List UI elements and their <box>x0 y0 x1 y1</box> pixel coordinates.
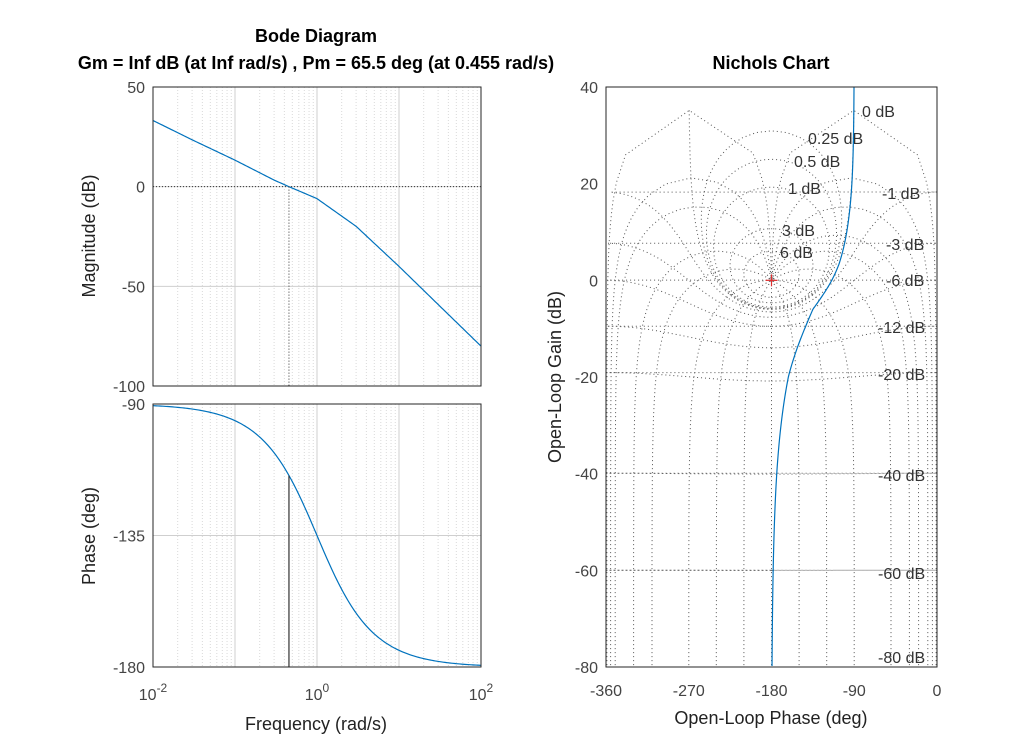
phase-axes-frame <box>152 403 482 668</box>
nichols-y-tick-label: 20 <box>580 177 598 194</box>
closed-loop-phase-contour <box>688 279 772 666</box>
nichols-axes-frame <box>605 86 938 668</box>
magnitude-tick-labels: 50 0 -50 -100 <box>113 80 145 396</box>
nichols-plot: 0 dB0.25 dB0.5 dB1 dB -1 dB3 dB6 dB -3 dB-… <box>575 80 942 700</box>
closed-loop-phase-contour <box>614 206 772 666</box>
frequency-xlabel: Frequency (rad/s) <box>245 714 387 734</box>
nichols-x-tick-label: -180 <box>755 683 787 700</box>
bode-subtitle: Gm = Inf dB (at Inf rad/s) , Pm = 65.5 d… <box>78 53 554 73</box>
closed-loop-phase-contour <box>771 268 892 666</box>
critical-point-marker <box>765 274 778 287</box>
closed-loop-phase-contour <box>606 109 772 666</box>
closed-loop-phase-contour <box>651 268 772 666</box>
nichols-title: Nichols Chart <box>712 53 829 73</box>
nichols-curve <box>771 86 855 667</box>
closed-loop-gain-contour <box>706 158 837 309</box>
nichols-grid-label: -6 dB <box>886 273 924 290</box>
nichols-grid-label: 3 dB <box>782 223 815 240</box>
magnitude-tick-label: -100 <box>113 379 145 396</box>
phase-curve <box>152 405 482 666</box>
closed-loop-phase-contour <box>771 234 920 666</box>
nichols-grid-label: -20 dB <box>878 367 925 384</box>
nichols-grid-label: -40 dB <box>878 468 925 485</box>
frequency-tick-labels: 10-2 100 102 <box>139 681 494 704</box>
closed-loop-gain-contour <box>729 228 814 304</box>
nichols-grid-label: -1 dB <box>882 186 920 203</box>
bode-title: Bode Diagram <box>255 26 377 46</box>
nichols-x-tick-label: -270 <box>673 683 705 700</box>
nichols-grid-label: -60 dB <box>878 566 925 583</box>
phase-plot: -90 -135 -180 <box>113 397 482 677</box>
nichols-grid-label: -12 dB <box>878 320 925 337</box>
nichols-y-tick-label: -40 <box>575 467 598 484</box>
freq-tick-0: 10-2 <box>139 681 168 704</box>
nichols-grid-label: 6 dB <box>780 245 813 262</box>
nichols-xlabel: Open-Loop Phase (deg) <box>674 708 867 728</box>
magnitude-curve <box>152 119 482 347</box>
nichols-y-tick-label: 40 <box>580 80 598 97</box>
closed-loop-gain-contour <box>700 130 843 310</box>
closed-loop-phase-contour <box>771 177 933 666</box>
freq-tick-2: 102 <box>469 681 494 704</box>
phase-tick-label: -180 <box>113 660 145 677</box>
nichols-x-tick-label: -90 <box>843 683 866 700</box>
closed-loop-phase-contour <box>610 177 772 666</box>
nichols-grid-label: 1 dB <box>788 181 821 198</box>
closed-loop-phase-contour <box>771 279 828 666</box>
magnitude-tick-label: 0 <box>136 180 145 197</box>
nichols-y-tick-label: -20 <box>575 370 598 387</box>
nichols-grid-label: 0.5 dB <box>794 154 840 171</box>
nichols-ylabel: Open-Loop Gain (dB) <box>545 291 565 463</box>
nichols-y-tick-label: 0 <box>589 273 598 290</box>
closed-loop-phase-contour <box>743 279 772 666</box>
phase-tick-label: -90 <box>122 397 145 414</box>
phase-tick-labels: -90 -135 -180 <box>113 397 145 677</box>
closed-loop-phase-contour <box>771 206 929 666</box>
magnitude-axes-frame <box>152 86 482 387</box>
closed-loop-phase-contour <box>771 279 855 666</box>
closed-loop-phase-contour <box>771 250 910 666</box>
nichols-grid-label: -80 dB <box>878 650 925 667</box>
phase-ylabel: Phase (deg) <box>79 487 99 585</box>
freq-tick-1: 100 <box>305 681 330 704</box>
phase-tick-label: -135 <box>113 529 145 546</box>
nichols-grid-labels: 0 dB 0.25 dB 0.5 dB 1 dB -1 dB 3 dB 6 dB -3 dB -… <box>780 104 925 667</box>
closed-loop-phase-contour <box>771 279 800 666</box>
nichols-grid-label: -3 dB <box>886 237 924 254</box>
nichols-grid-label: 0 dB <box>862 104 895 121</box>
closed-loop-phase-contour <box>633 250 772 666</box>
nichols-grid-label: 0.25 dB <box>808 131 863 148</box>
nichols-y-tick-label: -80 <box>575 660 598 677</box>
magnitude-ylabel: Magnitude (dB) <box>79 174 99 297</box>
magnitude-tick-label: -50 <box>122 279 145 296</box>
nichols-x-tick-label: 0 <box>933 683 942 700</box>
magnitude-tick-label: 50 <box>127 80 145 97</box>
closed-loop-phase-contour <box>715 279 772 666</box>
nichols-x-tick-label: -360 <box>590 683 622 700</box>
nichols-tick-labels: -360 -270 -180 -90 0 40 20 0 -20 -40 -60 -80 <box>575 80 942 700</box>
nichols-grid <box>606 109 938 668</box>
nichols-y-tick-label: -60 <box>575 563 598 580</box>
magnitude-plot: 50 0 -50 -100 <box>113 80 482 396</box>
magnitude-grid <box>152 86 481 387</box>
